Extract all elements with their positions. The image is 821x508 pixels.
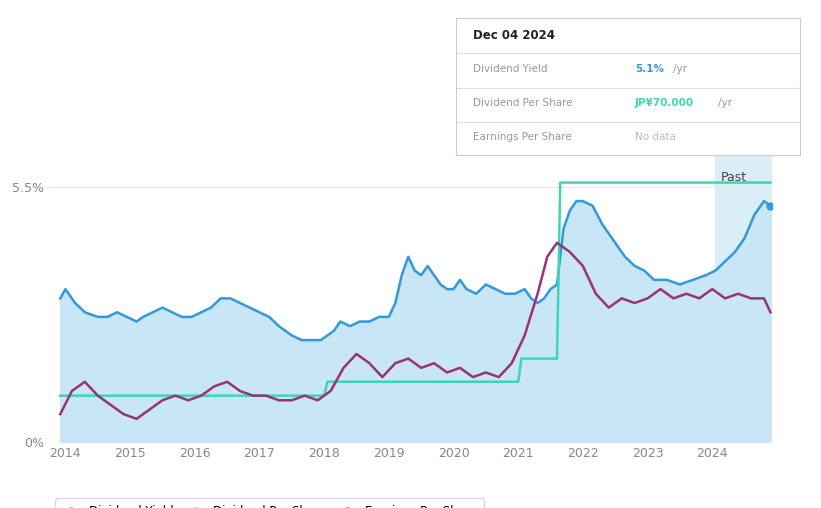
Text: Dec 04 2024: Dec 04 2024 [473,29,555,42]
Bar [715,127,772,442]
Text: Dividend Per Share: Dividend Per Share [473,98,572,108]
Text: No data: No data [635,132,676,142]
Text: Dividend Yield: Dividend Yield [473,64,548,74]
Text: 5.1%: 5.1% [635,64,664,74]
Text: /yr: /yr [718,98,732,108]
Legend: Dividend Yield, Dividend Per Share, Earnings Per Share: Dividend Yield, Dividend Per Share, Earn… [55,498,484,508]
Text: /yr: /yr [673,64,687,74]
Text: JP¥70.000: JP¥70.000 [635,98,694,108]
Text: Earnings Per Share: Earnings Per Share [473,132,571,142]
Text: Past: Past [721,171,747,184]
